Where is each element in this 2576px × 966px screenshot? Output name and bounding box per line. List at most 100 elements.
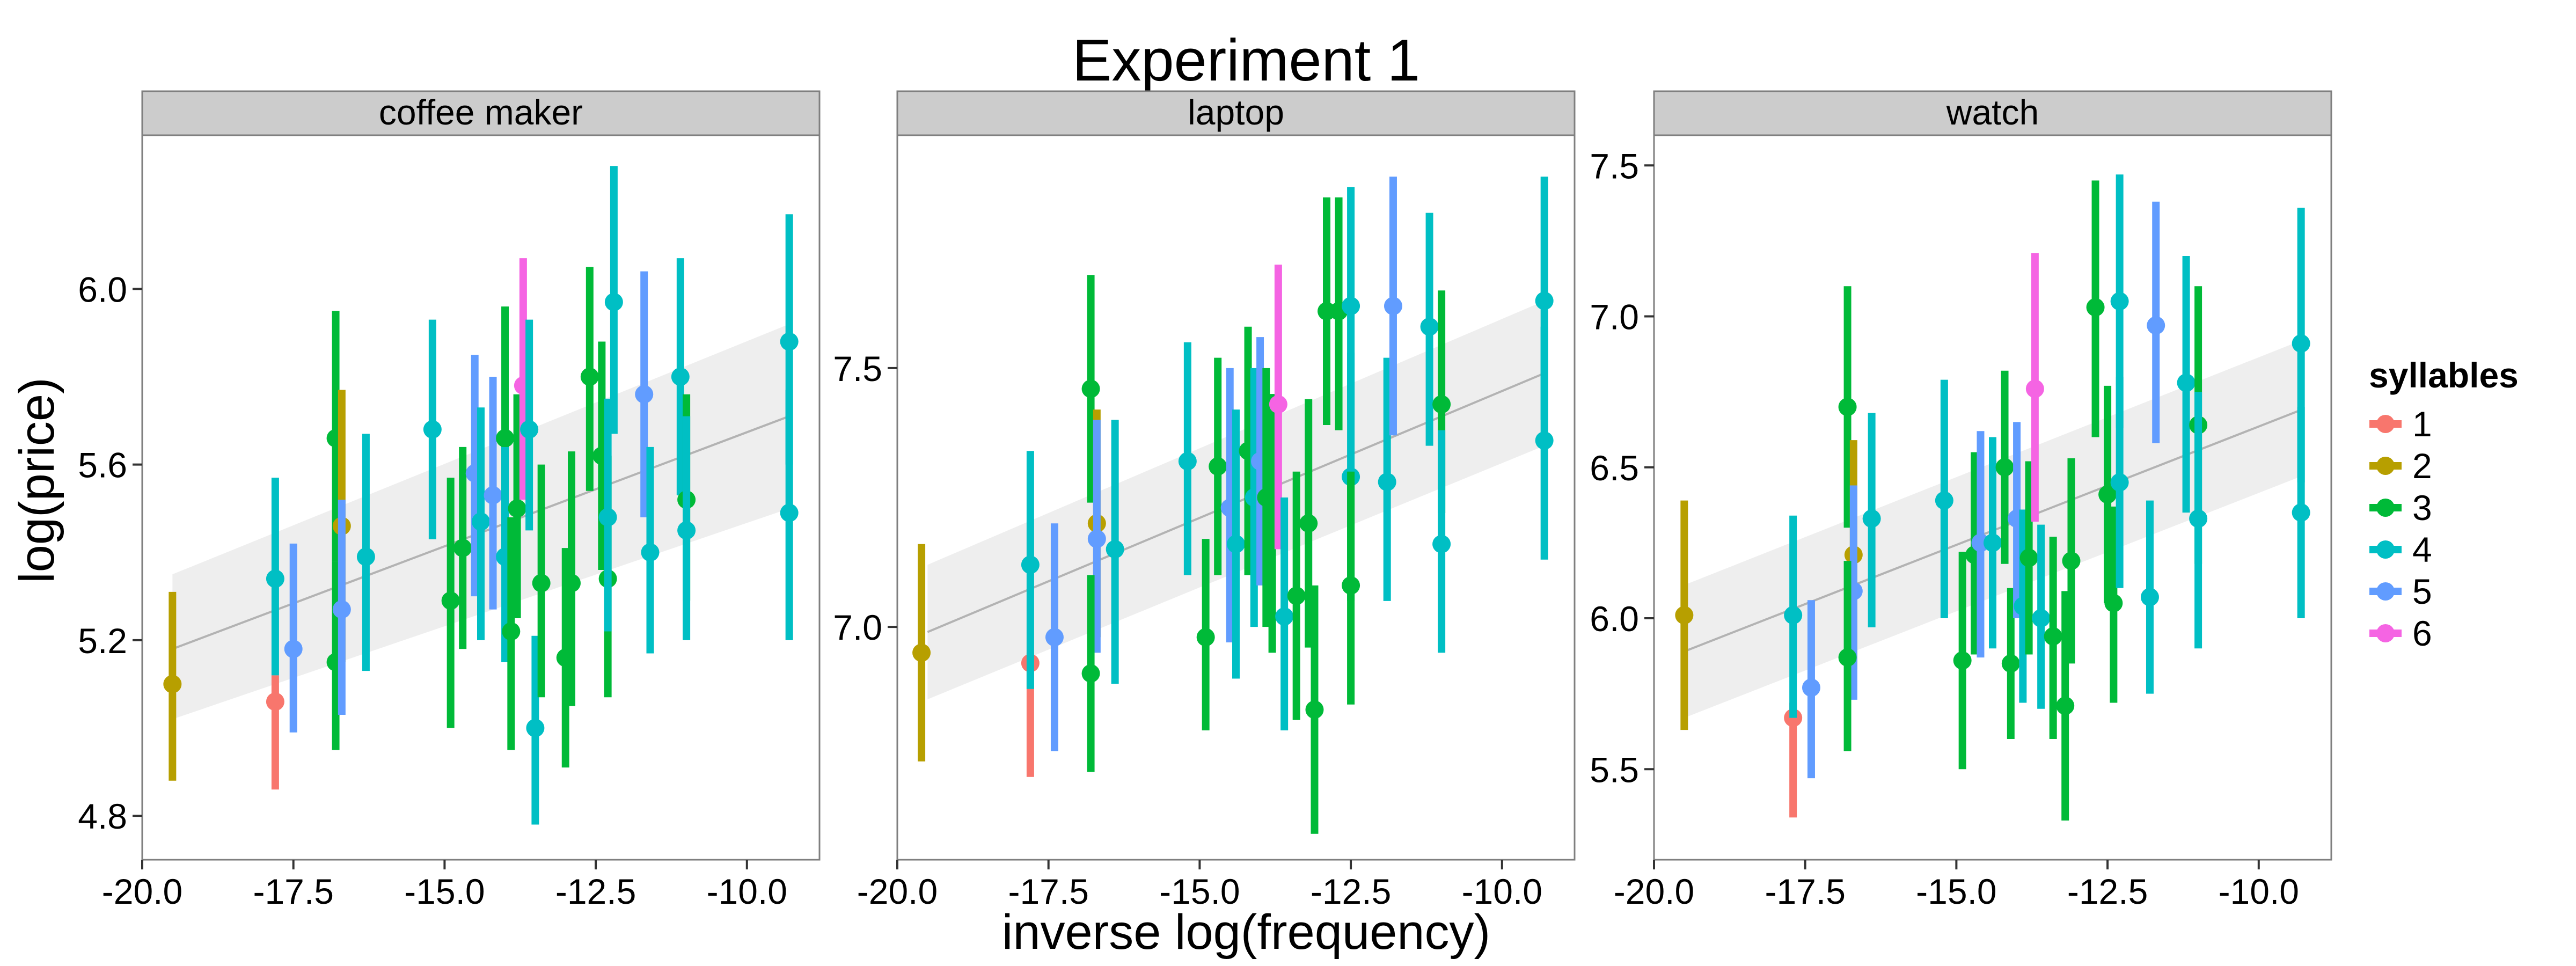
data-point [1953, 651, 1972, 670]
data-point [2032, 609, 2051, 627]
data-point [1535, 291, 1554, 310]
data-point [1045, 628, 1064, 647]
data-point [1384, 297, 1402, 316]
data-point [520, 420, 539, 439]
data-point [2292, 334, 2310, 353]
legend-label: 6 [2412, 613, 2432, 653]
x-tick-label: -10.0 [707, 872, 787, 911]
data-point [1178, 452, 1197, 471]
data-point [1196, 628, 1215, 647]
legend-label: 4 [2412, 530, 2432, 569]
legend-label: 5 [2412, 572, 2432, 611]
data-point [1984, 533, 2002, 552]
data-point [1209, 457, 1227, 476]
data-point [2086, 298, 2105, 317]
x-tick-label: -15.0 [404, 872, 485, 911]
legend-item: 5 [2369, 572, 2432, 611]
y-axis-label: log(price) [10, 377, 64, 583]
x-tick-label: -17.5 [1008, 872, 1088, 911]
data-point [484, 486, 502, 504]
legend-key-point [2376, 457, 2395, 475]
data-point [1675, 606, 1694, 625]
x-axis-label: inverse log(frequency) [1002, 905, 1490, 960]
data-point [332, 600, 351, 619]
data-point [635, 385, 654, 404]
data-point [1227, 535, 1245, 553]
data-point [2062, 552, 2081, 570]
data-point [604, 292, 623, 311]
data-point [532, 574, 551, 592]
data-point [496, 429, 515, 448]
y-tick-label: 5.5 [1590, 750, 1639, 789]
legend-label: 3 [2412, 488, 2432, 528]
legend-key-point [2376, 582, 2395, 601]
facet-strip [141, 90, 821, 136]
x-tick-label: -17.5 [253, 872, 333, 911]
facet-strip-label: coffee maker [379, 92, 583, 132]
data-point [453, 539, 472, 558]
legend-key-point [2376, 499, 2395, 517]
x-tick-label: -15.0 [1159, 872, 1240, 911]
figure-title: Experiment 1 [1072, 27, 1420, 93]
data-point [1269, 395, 1287, 414]
data-point [2001, 654, 2020, 673]
panel-border [1653, 134, 2332, 861]
panel-border [141, 134, 821, 861]
data-point [1081, 664, 1100, 683]
data-point [1021, 555, 1040, 574]
x-tick-label: -10.0 [2219, 872, 2299, 911]
facet-panel-1: laptop 7.0 7.5 -20.0 -17.5 -15.0 -12.5 -10.0 [833, 90, 1576, 911]
data-point [1275, 607, 1294, 626]
y-tick-label: 7.5 [1590, 146, 1639, 186]
x-tick-label: -20.0 [102, 872, 182, 911]
y-tick-label: 6.0 [78, 269, 127, 309]
facet-panel-2: watch 5.5 6.0 6.5 7.0 7.5 -20.0 -17.5 -15.0 -12.5… [1590, 90, 2332, 911]
data-point [2292, 503, 2310, 522]
facet-strip-label: laptop [1188, 92, 1284, 132]
data-point [1305, 700, 1324, 719]
data-point [1420, 317, 1439, 336]
data-point [356, 547, 375, 566]
data-point [780, 503, 799, 522]
data-point [2140, 588, 2159, 606]
x-tick-label: -12.5 [1311, 872, 1391, 911]
y-tick-label: 6.0 [1590, 599, 1639, 639]
data-point [2104, 594, 2123, 612]
data-point [1432, 535, 1451, 553]
legend-key-point [2376, 415, 2395, 433]
data-point [2019, 548, 2038, 567]
legend-item: 2 [2369, 446, 2432, 486]
panel-border [896, 134, 1576, 861]
data-point [163, 675, 182, 693]
data-point [1378, 473, 1396, 492]
data-point [1106, 540, 1124, 559]
data-point [780, 332, 799, 351]
data-point [641, 543, 660, 562]
legend-title: syllables [2369, 355, 2519, 395]
data-point [1935, 491, 1953, 510]
y-tick-label: 6.5 [1590, 448, 1639, 488]
legend-label: 2 [2412, 446, 2432, 486]
data-point [2056, 697, 2075, 715]
data-point [1838, 398, 1857, 416]
data-point [508, 499, 526, 518]
data-point [562, 574, 581, 592]
data-point [502, 622, 521, 641]
data-point [526, 719, 545, 737]
x-tick-label: -12.5 [2067, 872, 2148, 911]
legend-item: 3 [2369, 488, 2432, 528]
y-tick-label: 5.2 [78, 621, 127, 661]
data-point [1299, 514, 1318, 533]
data-point [266, 569, 284, 588]
data-point [580, 368, 599, 386]
x-tick-label: -15.0 [1916, 872, 1996, 911]
data-point [1342, 297, 1360, 316]
data-point [2177, 374, 2196, 392]
x-tick-label: -20.0 [1614, 872, 1694, 911]
x-tick-label: -20.0 [857, 872, 938, 911]
y-tick-label: 7.0 [1590, 297, 1639, 337]
y-tick-label: 5.6 [78, 445, 127, 485]
data-point [2147, 316, 2165, 335]
